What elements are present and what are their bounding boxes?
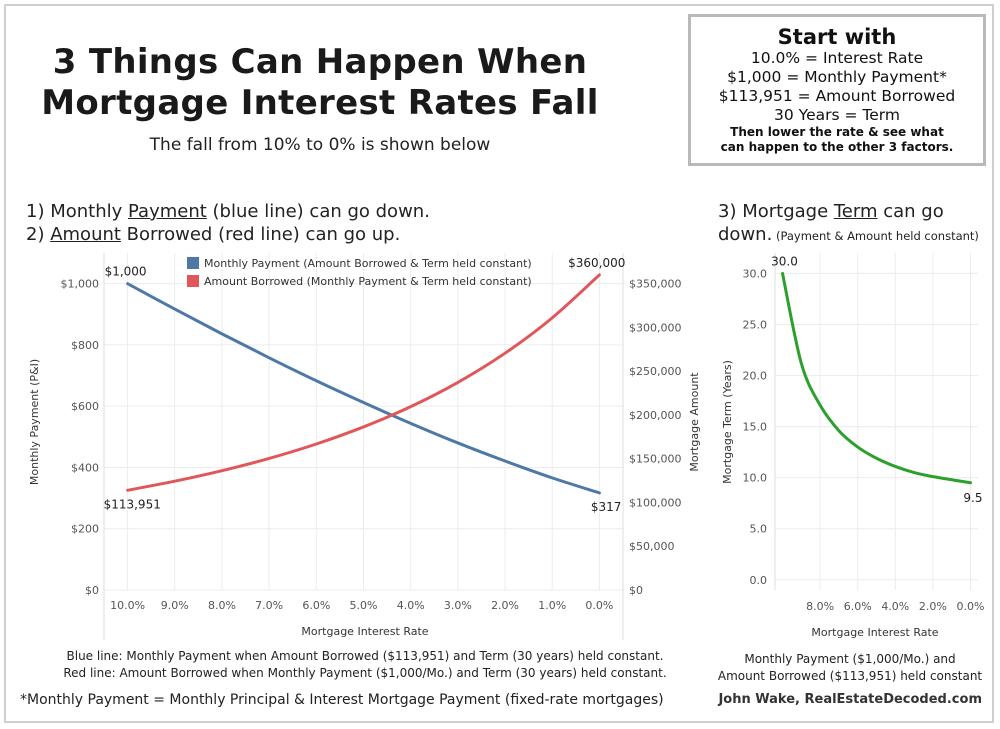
desc-underlined-text: Term	[833, 201, 878, 222]
start-box-heading: Start with	[777, 25, 897, 49]
mortgage-term-chart: 0.0 5.0 10.0 15.0 20.0 25.0 30.0 8.0% 6.0% 4.0% 2.…	[721, 253, 985, 639]
desc-text: 2)	[26, 224, 51, 245]
data-label-red-end: $360,000	[568, 256, 625, 270]
x-tick-label: 1.0%	[538, 599, 566, 612]
desc-text: down.	[718, 224, 773, 245]
left-y-tick-label: $1,000	[61, 278, 100, 291]
desc-text: 1) Monthly	[26, 201, 128, 222]
left-chart-caption: Blue line: Monthly Payment when Amount B…	[20, 648, 710, 682]
start-box-line: $113,951 = Amount Borrowed	[718, 87, 956, 105]
data-label-red-start: $113,951	[104, 497, 161, 511]
legend-swatch	[187, 275, 199, 287]
x-axis-title: Mortgage Interest Rate	[811, 626, 938, 639]
x-axis-title: Mortgage Interest Rate	[301, 625, 428, 638]
legend-label: Monthly Payment (Amount Borrowed & Term …	[204, 257, 532, 270]
start-box-line: 30 Years = Term	[774, 106, 900, 124]
right-y-tick-label: $250,000	[629, 365, 682, 378]
start-box-note: can happen to the other 3 factors.	[720, 140, 954, 154]
y-axis-title: Mortgage Term (Years)	[721, 360, 734, 484]
desc-small-text: (Payment & Amount held constant)	[772, 229, 979, 243]
desc-underlined-text: Payment	[128, 201, 207, 222]
start-box-line: $1,000 = Monthly Payment*	[727, 68, 947, 86]
left-y-tick-label: $400	[71, 461, 99, 474]
y-tick-label: 20.0	[743, 370, 768, 383]
data-label-end: 9.5	[963, 491, 982, 505]
right-y-tick-label: $100,000	[629, 496, 682, 509]
right-y-tick-label: $200,000	[629, 409, 682, 422]
payment-and-amount-chart: $0 $200 $400 $600 $800 $1,000 $0 $50,000 $100,00…	[28, 253, 700, 640]
x-tick-label: 8.0%	[208, 599, 236, 612]
x-tick-label: 4.0%	[397, 599, 425, 612]
caption-line: Blue line: Monthly Payment when Amount B…	[66, 649, 664, 663]
left-description-line-1: 1) Monthly Payment (blue line) can go do…	[26, 201, 430, 222]
y-tick-label: 10.0	[743, 472, 768, 485]
page-frame	[4, 4, 994, 723]
footnote: *Monthly Payment = Monthly Principal & I…	[20, 692, 664, 708]
desc-text: (blue line) can go down.	[206, 201, 430, 222]
x-tick-label: 2.0%	[919, 600, 947, 613]
left-y-axis-title: Monthly Payment (P&I)	[28, 359, 41, 485]
data-label-start: 30.0	[771, 254, 798, 268]
start-with-box: Start with 10.0% = Interest Rate $1,000 …	[688, 14, 986, 166]
desc-text: Borrowed (red line) can go up.	[120, 224, 401, 245]
left-y-tick-label: $200	[71, 523, 99, 536]
right-y-axis-title: Mortgage Amount	[688, 372, 700, 472]
caption-line: Red line: Amount Borrowed when Monthly P…	[63, 666, 667, 680]
legend-label: Amount Borrowed (Monthly Payment & Term …	[204, 275, 532, 288]
x-tick-label: 9.0%	[161, 599, 189, 612]
x-tick-label: 5.0%	[350, 599, 378, 612]
x-tick-label: 10.0%	[110, 599, 145, 612]
right-y-tick-label: $0	[629, 584, 643, 597]
caption-line: Amount Borrowed ($113,951) held constant	[717, 669, 983, 683]
y-tick-label: 5.0	[750, 523, 768, 536]
x-tick-label: 2.0%	[491, 599, 519, 612]
x-tick-label: 6.0%	[302, 599, 330, 612]
right-y-tick-label: $300,000	[629, 321, 682, 334]
desc-text: 3) Mortgage	[718, 201, 834, 222]
left-y-tick-label: $0	[85, 584, 99, 597]
start-box-note: Then lower the rate & see what	[730, 125, 944, 139]
left-description-line-2: 2) Amount Borrowed (red line) can go up.	[26, 224, 400, 245]
right-description-line-2: down. (Payment & Amount held constant)	[718, 224, 979, 245]
start-box-line: 10.0% = Interest Rate	[750, 49, 924, 67]
x-tick-label: 7.0%	[255, 599, 283, 612]
x-tick-label: 4.0%	[881, 600, 909, 613]
right-chart-caption: Monthly Payment ($1,000/Mo.) and Amount …	[700, 651, 1000, 685]
data-label-blue-end: $317	[591, 500, 622, 514]
y-tick-label: 15.0	[743, 421, 768, 434]
left-y-tick-label: $800	[71, 339, 99, 352]
right-description-line-1: 3) Mortgage Term can go	[718, 201, 944, 222]
page-title-line-2: Mortgage Interest Rates Fall	[41, 83, 599, 123]
x-tick-label: 0.0%	[585, 599, 613, 612]
y-tick-label: 30.0	[743, 267, 768, 280]
desc-text: can go	[877, 201, 944, 222]
legend-swatch	[187, 257, 199, 269]
right-y-tick-label: $50,000	[629, 540, 675, 553]
mortgage-term-line	[781, 271, 972, 485]
x-tick-label: 6.0%	[844, 600, 872, 613]
x-tick-label: 8.0%	[806, 600, 834, 613]
data-label-blue-start: $1,000	[105, 265, 147, 279]
right-y-tick-label: $150,000	[629, 453, 682, 466]
y-tick-label: 0.0	[750, 574, 768, 587]
left-y-tick-label: $600	[71, 400, 99, 413]
caption-line: Monthly Payment ($1,000/Mo.) and	[744, 652, 956, 666]
right-y-tick-label: $350,000	[629, 278, 682, 291]
page-subtitle: The fall from 10% to 0% is shown below	[149, 135, 491, 155]
credit: John Wake, RealEstateDecoded.com	[718, 692, 982, 707]
x-tick-label: 3.0%	[444, 599, 472, 612]
desc-underlined-text: Amount	[50, 224, 121, 245]
x-tick-label: 0.0%	[957, 600, 985, 613]
page-title-line-1: 3 Things Can Happen When	[52, 42, 588, 82]
y-tick-label: 25.0	[743, 318, 768, 331]
